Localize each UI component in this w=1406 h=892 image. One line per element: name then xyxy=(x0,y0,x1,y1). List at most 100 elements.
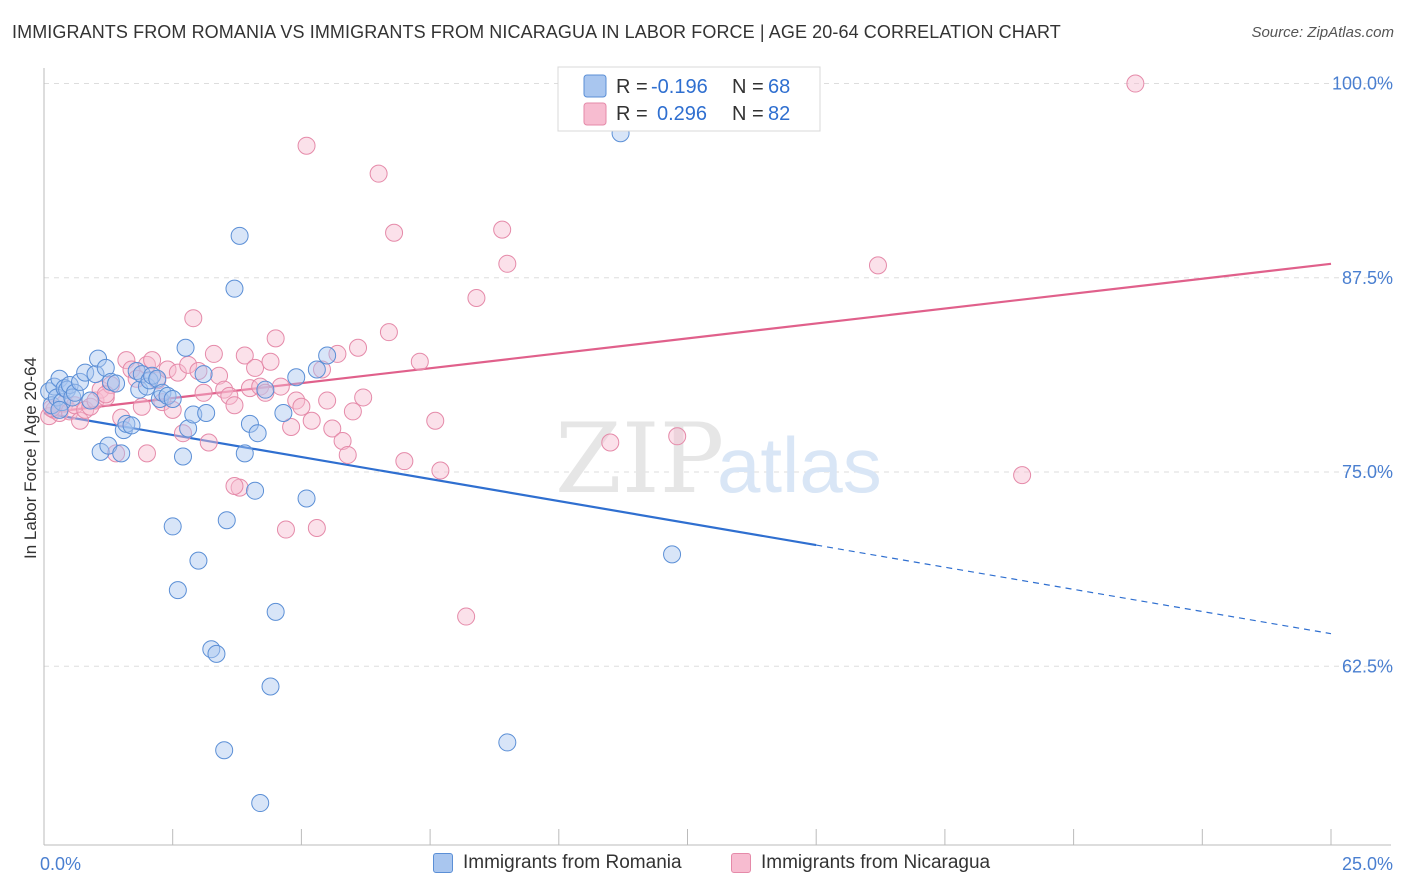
romania-point xyxy=(318,346,337,365)
nicaragua-point xyxy=(868,256,887,275)
romania-point xyxy=(158,386,177,405)
nicaragua-point xyxy=(1126,74,1145,93)
chart-title: IMMIGRANTS FROM ROMANIA VS IMMIGRANTS FR… xyxy=(12,22,1061,42)
romania-point xyxy=(86,365,105,384)
nicaragua-point xyxy=(76,400,95,419)
romania-point xyxy=(81,391,100,410)
nicaragua-point xyxy=(431,461,450,480)
romania-point xyxy=(663,545,682,564)
nicaragua-point xyxy=(204,344,223,363)
nicaragua-point xyxy=(276,520,295,539)
nicaragua-point xyxy=(189,362,208,381)
axes xyxy=(43,68,1391,846)
nicaragua-points xyxy=(40,74,1145,626)
legend-romania-swatch xyxy=(583,74,607,98)
romania-point xyxy=(194,365,213,384)
romania-point xyxy=(266,602,285,621)
nicaragua-point xyxy=(225,477,244,496)
romania-point xyxy=(240,414,259,433)
romania-point xyxy=(179,419,198,438)
romania-point xyxy=(153,383,172,402)
nicaragua-point xyxy=(457,607,476,626)
romania-point xyxy=(112,444,131,463)
nicaragua-point xyxy=(168,363,187,382)
nicaragua-point xyxy=(235,346,254,365)
romania-point xyxy=(107,374,126,393)
legend-nicaragua-r-value: 0.296 xyxy=(657,103,707,125)
nicaragua-point xyxy=(225,396,244,415)
nicaragua-point xyxy=(493,220,512,239)
romania-point xyxy=(184,405,203,424)
nicaragua-point xyxy=(338,445,357,464)
legend-nicaragua-swatch xyxy=(583,102,607,126)
y-tick-label: 62.5% xyxy=(1342,656,1393,676)
romania-point xyxy=(215,741,234,760)
legend-romania-r-value: -0.196 xyxy=(651,76,708,98)
romania-point xyxy=(143,366,162,385)
legend-nicaragua-r-label: R = xyxy=(616,103,648,125)
nicaragua-point xyxy=(369,164,388,183)
romania-point xyxy=(197,403,216,422)
nicaragua-point xyxy=(163,400,182,419)
nicaragua-point xyxy=(143,351,162,370)
nicaragua-point xyxy=(292,397,311,416)
bottom-legend: Immigrants from Romania Immigrants from … xyxy=(0,850,1406,880)
romania-point xyxy=(287,368,306,387)
nicaragua-point xyxy=(379,323,398,342)
nicaragua-point xyxy=(220,386,239,405)
romania-point xyxy=(274,403,293,422)
romania-point xyxy=(246,481,265,500)
nicaragua-point xyxy=(297,136,316,155)
nicaragua-point xyxy=(601,433,620,452)
romania-point xyxy=(235,444,254,463)
nicaragua-point xyxy=(307,518,326,537)
romania-point xyxy=(71,372,90,391)
nicaragua-point xyxy=(668,427,687,446)
legend-romania-n-value: 68 xyxy=(768,76,790,98)
nicaragua-point xyxy=(349,338,368,357)
romania-swatch-icon xyxy=(433,853,453,873)
nicaragua-point xyxy=(302,411,321,430)
romania-point xyxy=(148,369,167,388)
nicaragua-point xyxy=(132,397,151,416)
romania-point xyxy=(230,226,249,245)
nicaragua-point xyxy=(282,417,301,436)
legend-romania-r-label: R = xyxy=(616,76,648,98)
nicaragua-point xyxy=(137,444,156,463)
nicaragua-point xyxy=(426,411,445,430)
nicaragua-point xyxy=(318,391,337,410)
romania-point xyxy=(307,360,326,379)
romania-point xyxy=(225,279,244,298)
watermark: ZIP atlas xyxy=(555,403,882,515)
watermark-atlas: atlas xyxy=(717,421,882,509)
nicaragua-point xyxy=(266,329,285,348)
romania-point xyxy=(207,644,226,663)
romania-point xyxy=(256,380,275,399)
source-credit: Source: ZipAtlas.com xyxy=(1251,24,1394,41)
legend-romania-n-label: N = xyxy=(732,76,764,98)
romania-point xyxy=(122,416,141,435)
romania-point xyxy=(251,794,270,813)
nicaragua-point xyxy=(271,377,290,396)
nicaragua-swatch-icon xyxy=(731,853,751,873)
nicaragua-point xyxy=(71,411,90,430)
romania-point xyxy=(50,400,69,419)
nicaragua-point xyxy=(323,419,342,438)
romania-point xyxy=(297,489,316,508)
nicaragua-point xyxy=(312,360,331,379)
nicaragua-point xyxy=(158,360,177,379)
x-tick-label: 0.0% xyxy=(40,854,81,874)
romania-point xyxy=(65,383,84,402)
nicaragua-point xyxy=(498,254,517,273)
legend-nicaragua-n-value: 82 xyxy=(768,103,790,125)
romania-point xyxy=(248,424,267,443)
nicaragua-point xyxy=(107,444,126,463)
bottom-legend-romania[interactable]: Immigrants from Romania xyxy=(433,852,682,874)
romania-point xyxy=(176,338,195,357)
nicaragua-point xyxy=(1013,466,1032,485)
romania-point xyxy=(163,390,182,409)
nicaragua-point xyxy=(467,288,486,307)
bottom-legend-nicaragua[interactable]: Immigrants from Nicaragua xyxy=(731,852,990,874)
x-tick-label: 25.0% xyxy=(1342,854,1393,874)
